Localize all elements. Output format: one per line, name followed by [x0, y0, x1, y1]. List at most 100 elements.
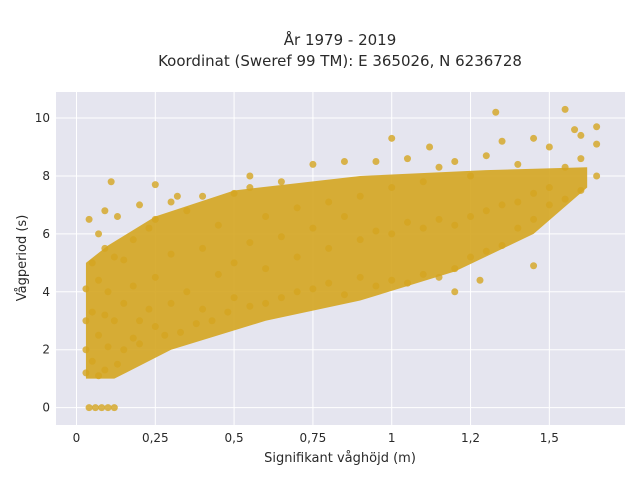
data-point [530, 189, 538, 197]
data-point [136, 317, 144, 325]
data-point [467, 253, 475, 261]
data-point [177, 328, 185, 336]
data-point [101, 311, 109, 319]
data-point [199, 244, 207, 252]
data-point [577, 186, 585, 194]
data-point [419, 224, 427, 232]
data-point [224, 308, 232, 316]
data-point [514, 198, 522, 206]
data-point [388, 184, 396, 192]
data-point [246, 239, 254, 247]
data-point [104, 288, 112, 296]
data-point [325, 198, 333, 206]
data-point [435, 163, 443, 171]
data-point [340, 157, 348, 165]
data-point [104, 404, 112, 412]
data-point [293, 204, 301, 212]
data-point [129, 282, 137, 290]
data-point [435, 273, 443, 281]
data-point [277, 233, 285, 241]
data-point [167, 198, 175, 206]
data-point [372, 227, 380, 235]
data-point [173, 192, 181, 200]
chart-title-line-2: Koordinat (Sweref 99 TM): E 365026, N 62… [158, 52, 522, 70]
data-point [230, 259, 238, 267]
y-tick-label: 10 [35, 111, 50, 125]
data-point [356, 273, 364, 281]
data-point [91, 404, 99, 412]
data-point [372, 157, 380, 165]
data-point [293, 288, 301, 296]
data-point [451, 157, 459, 165]
data-point [129, 334, 137, 342]
data-point [230, 189, 238, 197]
data-point [145, 224, 153, 232]
data-point [435, 215, 443, 223]
data-point [426, 143, 434, 151]
data-point [192, 320, 200, 328]
data-point [82, 317, 90, 325]
data-point [101, 244, 109, 252]
x-tick-label: 1,2 [461, 431, 480, 445]
data-point [120, 256, 128, 264]
data-point [277, 178, 285, 186]
data-point [95, 276, 103, 284]
data-point [246, 184, 254, 192]
data-point [593, 172, 601, 180]
data-point [451, 265, 459, 273]
data-point [110, 404, 118, 412]
data-point [467, 172, 475, 180]
data-point [151, 273, 159, 281]
data-point [107, 178, 115, 186]
data-point [104, 343, 112, 351]
data-point [88, 357, 96, 365]
data-point [530, 262, 538, 270]
data-point [514, 160, 522, 168]
data-point [110, 253, 118, 261]
data-point [403, 279, 411, 287]
data-point [482, 247, 490, 255]
data-point [136, 201, 144, 209]
data-point [561, 163, 569, 171]
data-point [372, 282, 380, 290]
data-point [214, 221, 222, 229]
data-point [129, 236, 137, 244]
data-point [82, 369, 90, 377]
data-point [151, 181, 159, 189]
data-point [403, 218, 411, 226]
data-point [403, 155, 411, 163]
x-tick-label: 1,5 [540, 431, 559, 445]
data-point [340, 291, 348, 299]
chart-title-line-1: År 1979 - 2019 [284, 30, 397, 49]
x-axis-title: Signifikant våghöjd (m) [264, 451, 416, 466]
data-point [467, 213, 475, 221]
data-point [561, 105, 569, 113]
data-point [230, 294, 238, 302]
data-point [262, 265, 270, 273]
data-point [82, 346, 90, 354]
data-point [95, 372, 103, 380]
x-tick-label: 0 [73, 431, 81, 445]
data-point [113, 360, 121, 368]
data-point [482, 152, 490, 160]
data-point [101, 207, 109, 215]
data-point [101, 366, 109, 374]
data-point [120, 346, 128, 354]
data-point [561, 195, 569, 203]
data-point [110, 317, 118, 325]
data-point [545, 143, 553, 151]
data-point [208, 317, 216, 325]
data-point [293, 253, 301, 261]
data-point [577, 131, 585, 139]
x-tick-label: 0,5 [225, 431, 244, 445]
data-point [356, 236, 364, 244]
data-point [262, 213, 270, 221]
data-point [161, 331, 169, 339]
x-tick-label: 1 [388, 431, 396, 445]
data-point [476, 276, 484, 284]
data-point [593, 123, 601, 131]
data-point [340, 213, 348, 221]
data-point [183, 207, 191, 215]
y-tick-label: 6 [42, 227, 50, 241]
data-point [356, 192, 364, 200]
